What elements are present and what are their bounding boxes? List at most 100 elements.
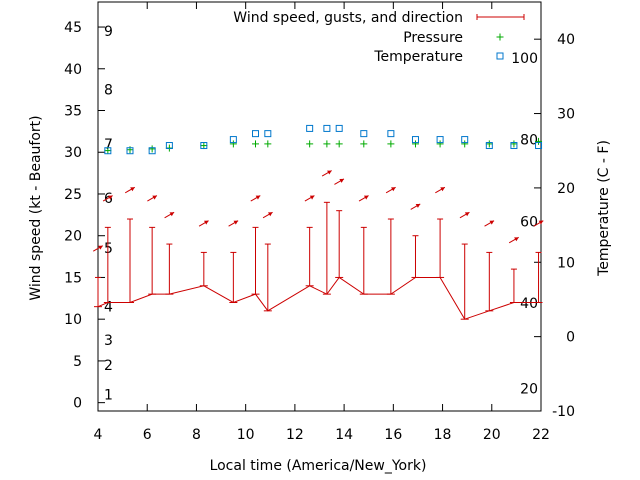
wind-arrow-head: [108, 195, 113, 200]
temperature-point: [360, 130, 368, 138]
legend-label: Temperature: [373, 49, 463, 65]
wind-direction-arrow: [459, 211, 470, 219]
x-axis-ticks: 4 6 8 10 12 14 16 18 20 22: [94, 2, 550, 443]
temperature-point: [436, 136, 444, 144]
temperature-point: [165, 142, 173, 150]
wind-speed-line: [97, 276, 539, 320]
x-tick-label: 8: [192, 427, 201, 443]
temperature-point: [126, 147, 134, 155]
y2-tick-label: 30: [557, 107, 575, 123]
wind-direction-arrow: [164, 211, 175, 219]
y2-tick-label: 40: [557, 32, 575, 48]
wind-direction-arrow: [228, 220, 239, 227]
y-tick-label: 30: [64, 145, 82, 161]
wind-direction-arrow: [484, 220, 495, 227]
wind-arrow-head: [363, 195, 369, 200]
wind-direction-arrow: [250, 195, 261, 202]
temperature-point: [387, 130, 395, 138]
wind-arrow-head: [415, 203, 421, 208]
x-tick-label: 20: [483, 427, 501, 443]
y-tick-label: 10: [64, 312, 82, 328]
legend-swatch-temperature: [496, 52, 504, 60]
wind-arrow-head: [339, 178, 344, 183]
y-tick-label: 40: [64, 62, 82, 78]
beaufort-label: 5: [104, 241, 113, 257]
pressure-point: [535, 137, 543, 145]
wind-arrow-head: [204, 220, 209, 225]
x-tick-label: 10: [237, 427, 255, 443]
x-tick-label: 6: [143, 427, 152, 443]
pressure-point: [104, 147, 112, 155]
wind-direction-arrow: [358, 195, 369, 202]
pressure-point: [335, 140, 343, 148]
wind-arrow-head: [169, 212, 175, 217]
beaufort-scale-labels: 1 2 3 4 5 6 7 8 9: [104, 24, 113, 403]
pressure-point: [323, 140, 331, 148]
fahrenheit-label: 80: [520, 133, 538, 149]
fahrenheit-label: 20: [520, 382, 538, 398]
beaufort-label: 2: [104, 358, 113, 374]
beaufort-label: 4: [104, 300, 113, 316]
pressure-point: [148, 145, 156, 153]
wind-arrow-head: [514, 237, 519, 242]
pressure-point: [360, 140, 368, 148]
wind-direction-arrow: [533, 220, 544, 227]
wind-direction-arrow: [147, 195, 158, 202]
wind-arrow-head: [309, 195, 315, 200]
wind-arrow-head: [327, 170, 332, 175]
legend-label: Pressure: [403, 30, 463, 46]
wind-arrow-head: [267, 212, 273, 217]
fahrenheit-label: 100: [511, 51, 538, 67]
pressure-point: [387, 140, 395, 148]
wind-direction-arrow: [262, 211, 273, 219]
y2-axis-label: Temperature (C - F): [596, 140, 612, 277]
wind-direction-arrow: [508, 236, 519, 244]
temperature-point: [335, 124, 343, 132]
y-tick-label: 0: [73, 396, 82, 412]
wind-arrow-head: [391, 187, 396, 192]
pressure-point: [411, 140, 419, 148]
plot-border: [97, 1, 542, 412]
y2-tick-label: 0: [566, 330, 575, 346]
wind-direction-arrow: [385, 186, 396, 194]
temperature-point: [535, 142, 543, 150]
y2-tick-label: -10: [552, 404, 575, 420]
temperature-point: [461, 136, 469, 144]
wind-direction-arrow: [92, 245, 104, 252]
beaufort-label: 9: [104, 24, 113, 40]
y2-tick-label: 10: [557, 255, 575, 271]
fahrenheit-label: 40: [520, 296, 538, 312]
pressure-point: [510, 140, 518, 148]
wind-arrow-head: [255, 195, 261, 200]
y2-axis-ticks: -10 0 10 20 30 40: [534, 32, 575, 420]
wind-arrow-head: [489, 220, 495, 225]
y2-tick-label: 20: [557, 181, 575, 197]
y-tick-label: 35: [64, 104, 82, 120]
wind-direction-arrow: [334, 178, 345, 185]
temperature-point: [306, 124, 314, 132]
pressure-point: [252, 140, 260, 148]
wind-arrow-head: [130, 187, 135, 192]
pressure-point: [264, 140, 272, 148]
temperature-point: [411, 136, 419, 144]
legend: Wind speed, gusts, and direction Pressure…: [233, 10, 525, 65]
wind-direction-arrow: [304, 195, 315, 202]
pressure-point: [229, 140, 237, 148]
pressure-point: [200, 142, 208, 150]
x-tick-label: 18: [434, 427, 452, 443]
series-layer: [92, 124, 544, 320]
temperature-point: [252, 130, 260, 138]
temperature-point: [323, 124, 331, 132]
temperature-point: [200, 142, 208, 150]
y-tick-label: 25: [64, 187, 82, 203]
temperature-point: [148, 147, 156, 155]
wind-arrow-head: [464, 212, 470, 217]
wind-direction-arrow: [102, 195, 113, 202]
pressure-point: [306, 140, 314, 148]
wind-arrow-head: [98, 245, 103, 250]
wind-arrow-head: [538, 220, 544, 225]
temperature-point: [510, 142, 518, 150]
legend-label: Wind speed, gusts, and direction: [233, 10, 463, 26]
x-tick-label: 22: [532, 427, 550, 443]
